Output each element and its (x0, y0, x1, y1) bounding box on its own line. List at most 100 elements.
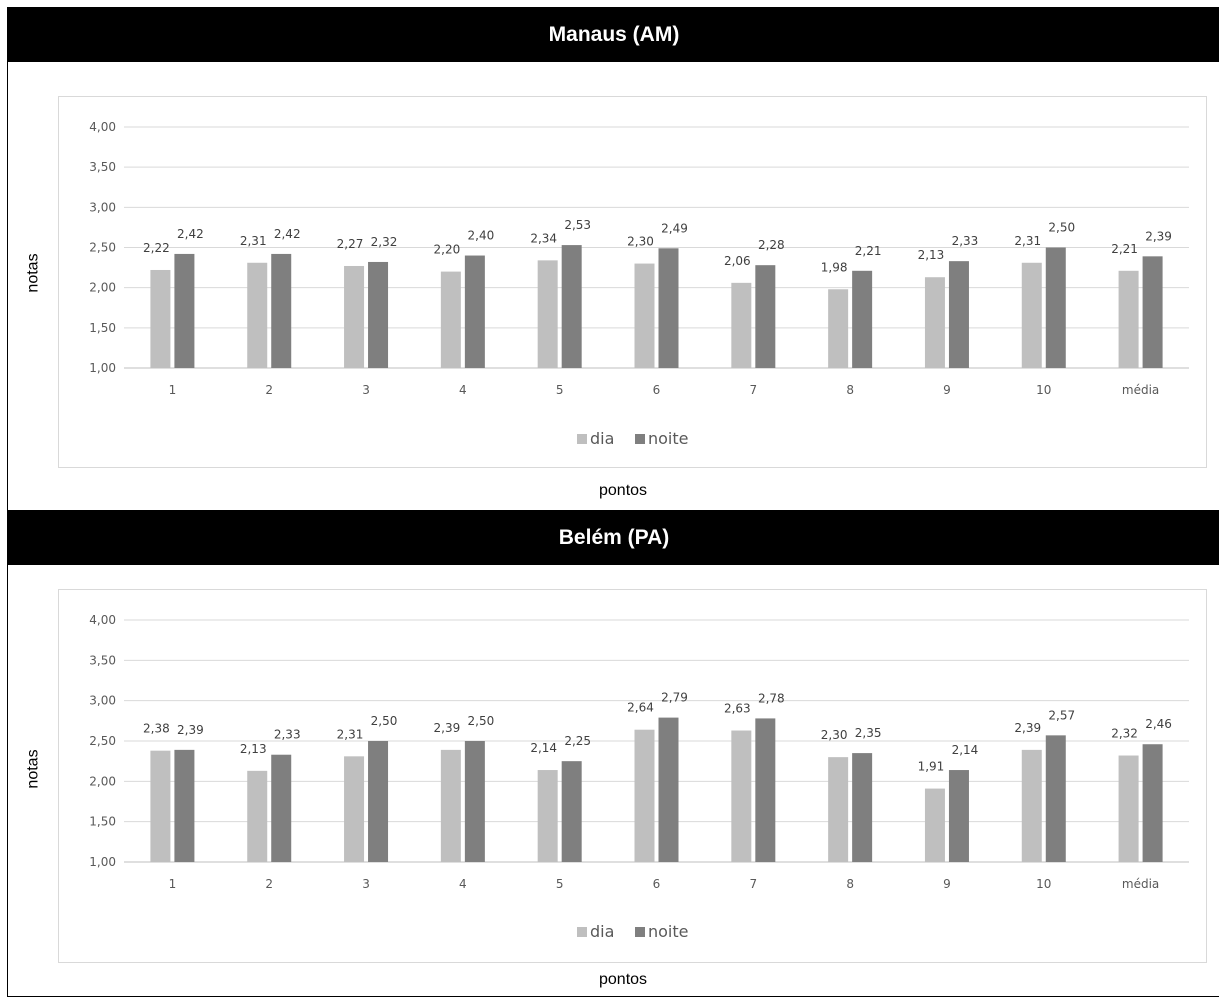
data-label: 2,39 (177, 723, 204, 737)
x-tick-label: 8 (846, 383, 854, 397)
data-label: 2,13 (918, 248, 945, 262)
y-axis-label: notas (24, 253, 42, 293)
data-label: 2,30 (821, 728, 848, 742)
bar-noite (948, 770, 969, 862)
bar-noite (174, 253, 195, 368)
data-label: 2,35 (855, 726, 882, 740)
bar-dia (1118, 755, 1139, 862)
data-label: 2,50 (1048, 221, 1075, 235)
data-label: 2,28 (758, 238, 785, 252)
x-tick-label: 6 (653, 383, 661, 397)
bar-noite (464, 741, 485, 862)
bar-noite (271, 754, 292, 862)
data-label: 2,27 (337, 237, 364, 251)
x-tick-label: média (1122, 383, 1159, 397)
legend-label: dia (590, 429, 614, 448)
data-label: 2,06 (724, 254, 751, 268)
legend-swatch (635, 927, 645, 937)
bar-dia (634, 729, 655, 862)
bar-noite (1045, 247, 1066, 368)
x-axis-label: pontos (599, 482, 648, 499)
bar-dia (731, 282, 752, 368)
data-label: 2,49 (661, 221, 688, 235)
bar-dia (150, 269, 171, 368)
y-tick-label: 1,50 (89, 815, 116, 829)
x-tick-label: 2 (265, 383, 273, 397)
data-label: 2,64 (627, 701, 654, 715)
data-label: 2,38 (143, 722, 170, 736)
data-label: 2,79 (661, 691, 688, 705)
bar-noite (464, 255, 485, 368)
data-label: 2,32 (371, 235, 398, 249)
y-tick-label: 1,00 (89, 361, 116, 375)
bar-noite (852, 753, 873, 862)
bar-dia (247, 770, 268, 862)
bar-dia (634, 263, 655, 368)
bar-noite (852, 270, 873, 368)
bar-noite (368, 261, 389, 368)
x-tick-label: 7 (749, 877, 757, 891)
bar-dia (537, 260, 558, 368)
x-tick-label: 3 (362, 877, 370, 891)
y-tick-label: 3,00 (89, 200, 116, 214)
x-tick-label: 9 (943, 383, 951, 397)
bar-noite (271, 253, 292, 368)
x-tick-label: 1 (169, 383, 177, 397)
bar-noite (1142, 256, 1163, 368)
x-tick-label: 2 (265, 877, 273, 891)
bar-noite (658, 248, 679, 368)
legend-label: dia (590, 922, 614, 941)
x-tick-label: 7 (749, 383, 757, 397)
data-label: 2,21 (1111, 242, 1138, 256)
x-tick-label: média (1122, 877, 1159, 891)
legend-label: noite (648, 429, 689, 448)
bar-chart-svg: 1,00 1,50 2,00 2,50 3,00 3,50 4,00 1 2,22 2,42 2 2,… (89, 120, 1189, 448)
bar-dia (924, 277, 945, 368)
bar-dia (440, 749, 461, 862)
bar-dia (1021, 262, 1042, 368)
data-label: 2,20 (434, 243, 461, 257)
bar-dia (1021, 749, 1042, 862)
x-tick-label: 10 (1036, 383, 1051, 397)
bar-dia (344, 265, 365, 368)
data-label: 2,53 (564, 218, 591, 232)
data-label: 2,31 (240, 234, 267, 248)
legend-label: noite (648, 922, 689, 941)
x-axis-label: pontos (599, 971, 648, 988)
data-label: 2,39 (1014, 721, 1041, 735)
x-tick-label: 10 (1036, 877, 1051, 891)
data-label: 1,91 (918, 760, 945, 774)
data-label: 2,31 (337, 727, 364, 741)
x-tick-label: 3 (362, 383, 370, 397)
x-tick-label: 4 (459, 383, 467, 397)
data-label: 2,25 (564, 734, 591, 748)
x-tick-label: 5 (556, 383, 564, 397)
data-label: 2,32 (1111, 727, 1138, 741)
y-tick-label: 3,50 (89, 160, 116, 174)
x-tick-label: 5 (556, 877, 564, 891)
data-label: 2,78 (758, 691, 785, 705)
y-tick-label: 2,50 (89, 241, 116, 255)
data-label: 2,31 (1014, 234, 1041, 248)
chart-title: Belém (PA) (7, 510, 1219, 565)
data-label: 2,33 (274, 728, 301, 742)
data-label: 2,14 (952, 743, 979, 757)
data-label: 2,39 (1145, 229, 1172, 243)
data-label: 2,40 (468, 229, 495, 243)
y-axis-label: notas (24, 749, 42, 789)
data-label: 2,63 (724, 702, 751, 716)
data-label: 2,57 (1048, 708, 1075, 722)
data-label: 2,39 (434, 721, 461, 735)
x-tick-label: 6 (653, 877, 661, 891)
chart-title: Manaus (AM) (7, 7, 1219, 62)
bar-dia (247, 262, 268, 368)
x-tick-label: 1 (169, 877, 177, 891)
bar-noite (755, 718, 776, 862)
x-tick-label: 8 (846, 877, 854, 891)
bar-noite (948, 261, 969, 368)
data-label: 2,33 (952, 234, 979, 248)
bar-dia (731, 730, 752, 862)
bar-noite (561, 245, 582, 368)
y-tick-label: 2,50 (89, 734, 116, 748)
chart-panel-manaus: Manaus (AM) 1,00 1,50 2,00 2,50 3,00 3,50 4,00… (7, 7, 1219, 502)
